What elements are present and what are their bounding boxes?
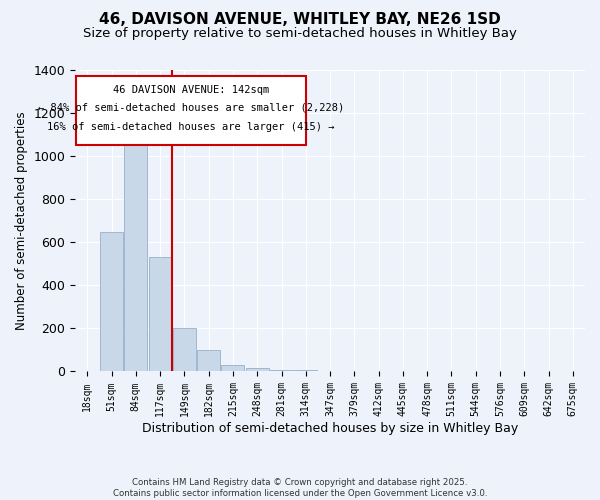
Bar bbox=[294, 370, 317, 372]
Text: 46, DAVISON AVENUE, WHITLEY BAY, NE26 1SD: 46, DAVISON AVENUE, WHITLEY BAY, NE26 1S… bbox=[99, 12, 501, 28]
X-axis label: Distribution of semi-detached houses by size in Whitley Bay: Distribution of semi-detached houses by … bbox=[142, 422, 518, 435]
Bar bbox=[270, 370, 293, 372]
Bar bbox=[246, 368, 269, 372]
Text: 16% of semi-detached houses are larger (415) →: 16% of semi-detached houses are larger (… bbox=[47, 122, 335, 132]
Text: Size of property relative to semi-detached houses in Whitley Bay: Size of property relative to semi-detach… bbox=[83, 28, 517, 40]
Bar bbox=[319, 371, 341, 372]
Bar bbox=[124, 124, 148, 372]
Text: 46 DAVISON AVENUE: 142sqm: 46 DAVISON AVENUE: 142sqm bbox=[113, 85, 269, 95]
Bar bbox=[173, 328, 196, 372]
Y-axis label: Number of semi-detached properties: Number of semi-detached properties bbox=[15, 112, 28, 330]
Text: Contains HM Land Registry data © Crown copyright and database right 2025.
Contai: Contains HM Land Registry data © Crown c… bbox=[113, 478, 487, 498]
Text: ← 84% of semi-detached houses are smaller (2,228): ← 84% of semi-detached houses are smalle… bbox=[38, 102, 344, 113]
Bar bbox=[149, 258, 172, 372]
Bar bbox=[221, 365, 244, 372]
Bar bbox=[197, 350, 220, 372]
Bar bbox=[100, 232, 123, 372]
FancyBboxPatch shape bbox=[76, 76, 306, 146]
